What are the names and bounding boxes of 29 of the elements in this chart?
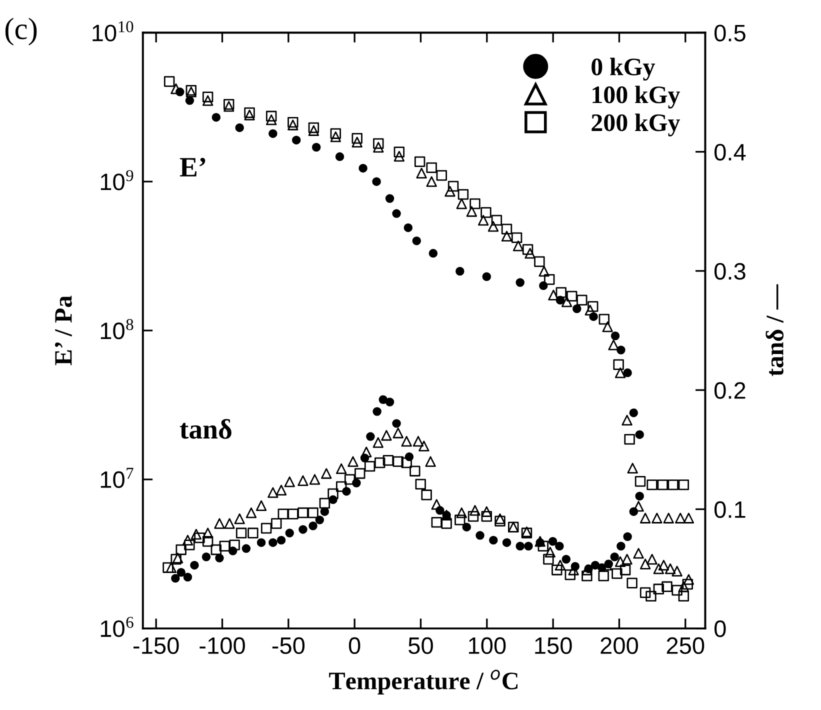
- y2-tick-label: 0: [714, 620, 726, 638]
- y2-tick-label: 0.4: [714, 144, 746, 161]
- x-tick-label: 250: [666, 637, 704, 654]
- legend-label: 0 kGy: [592, 58, 655, 81]
- y2-tick-label: 0.5: [714, 24, 746, 42]
- y2-axis-title: tanδ / —: [766, 284, 784, 376]
- x-tick-label: 150: [535, 637, 572, 654]
- x-tick-label: -100: [200, 637, 245, 654]
- x-axis-title: Temperature / $^{o}$C: [329, 670, 518, 694]
- x-tick-label: 100: [469, 637, 506, 654]
- y2-tick-label: 0.1: [714, 501, 746, 518]
- y-tick-label: 10$^{6}$: [100, 616, 134, 638]
- legend-label: 100 kGy: [592, 86, 680, 108]
- y-tick-label: 10$^{9}$: [100, 170, 134, 190]
- y-tick-label: 10$^{7}$: [100, 468, 134, 488]
- annotation: E’: [180, 158, 206, 176]
- y2-tick-label: 0.2: [714, 382, 746, 399]
- y-tick-label: 10$^{10}$: [92, 21, 134, 42]
- x-tick-label: -150: [134, 637, 179, 654]
- x-tick-label: -50: [272, 637, 305, 654]
- y-axis-title: E’ / Pa: [55, 296, 72, 366]
- text: (c): [5, 18, 37, 46]
- y-tick-label: 10$^{8}$: [100, 318, 134, 340]
- x-tick-label: 50: [408, 637, 433, 654]
- legend-label: 200 kGy: [592, 114, 680, 136]
- x-tick-label: 0: [348, 637, 360, 654]
- x-tick-label: 200: [600, 637, 638, 654]
- y2-tick-label: 0.3: [714, 263, 746, 280]
- annotation: tanδ: [180, 419, 232, 439]
